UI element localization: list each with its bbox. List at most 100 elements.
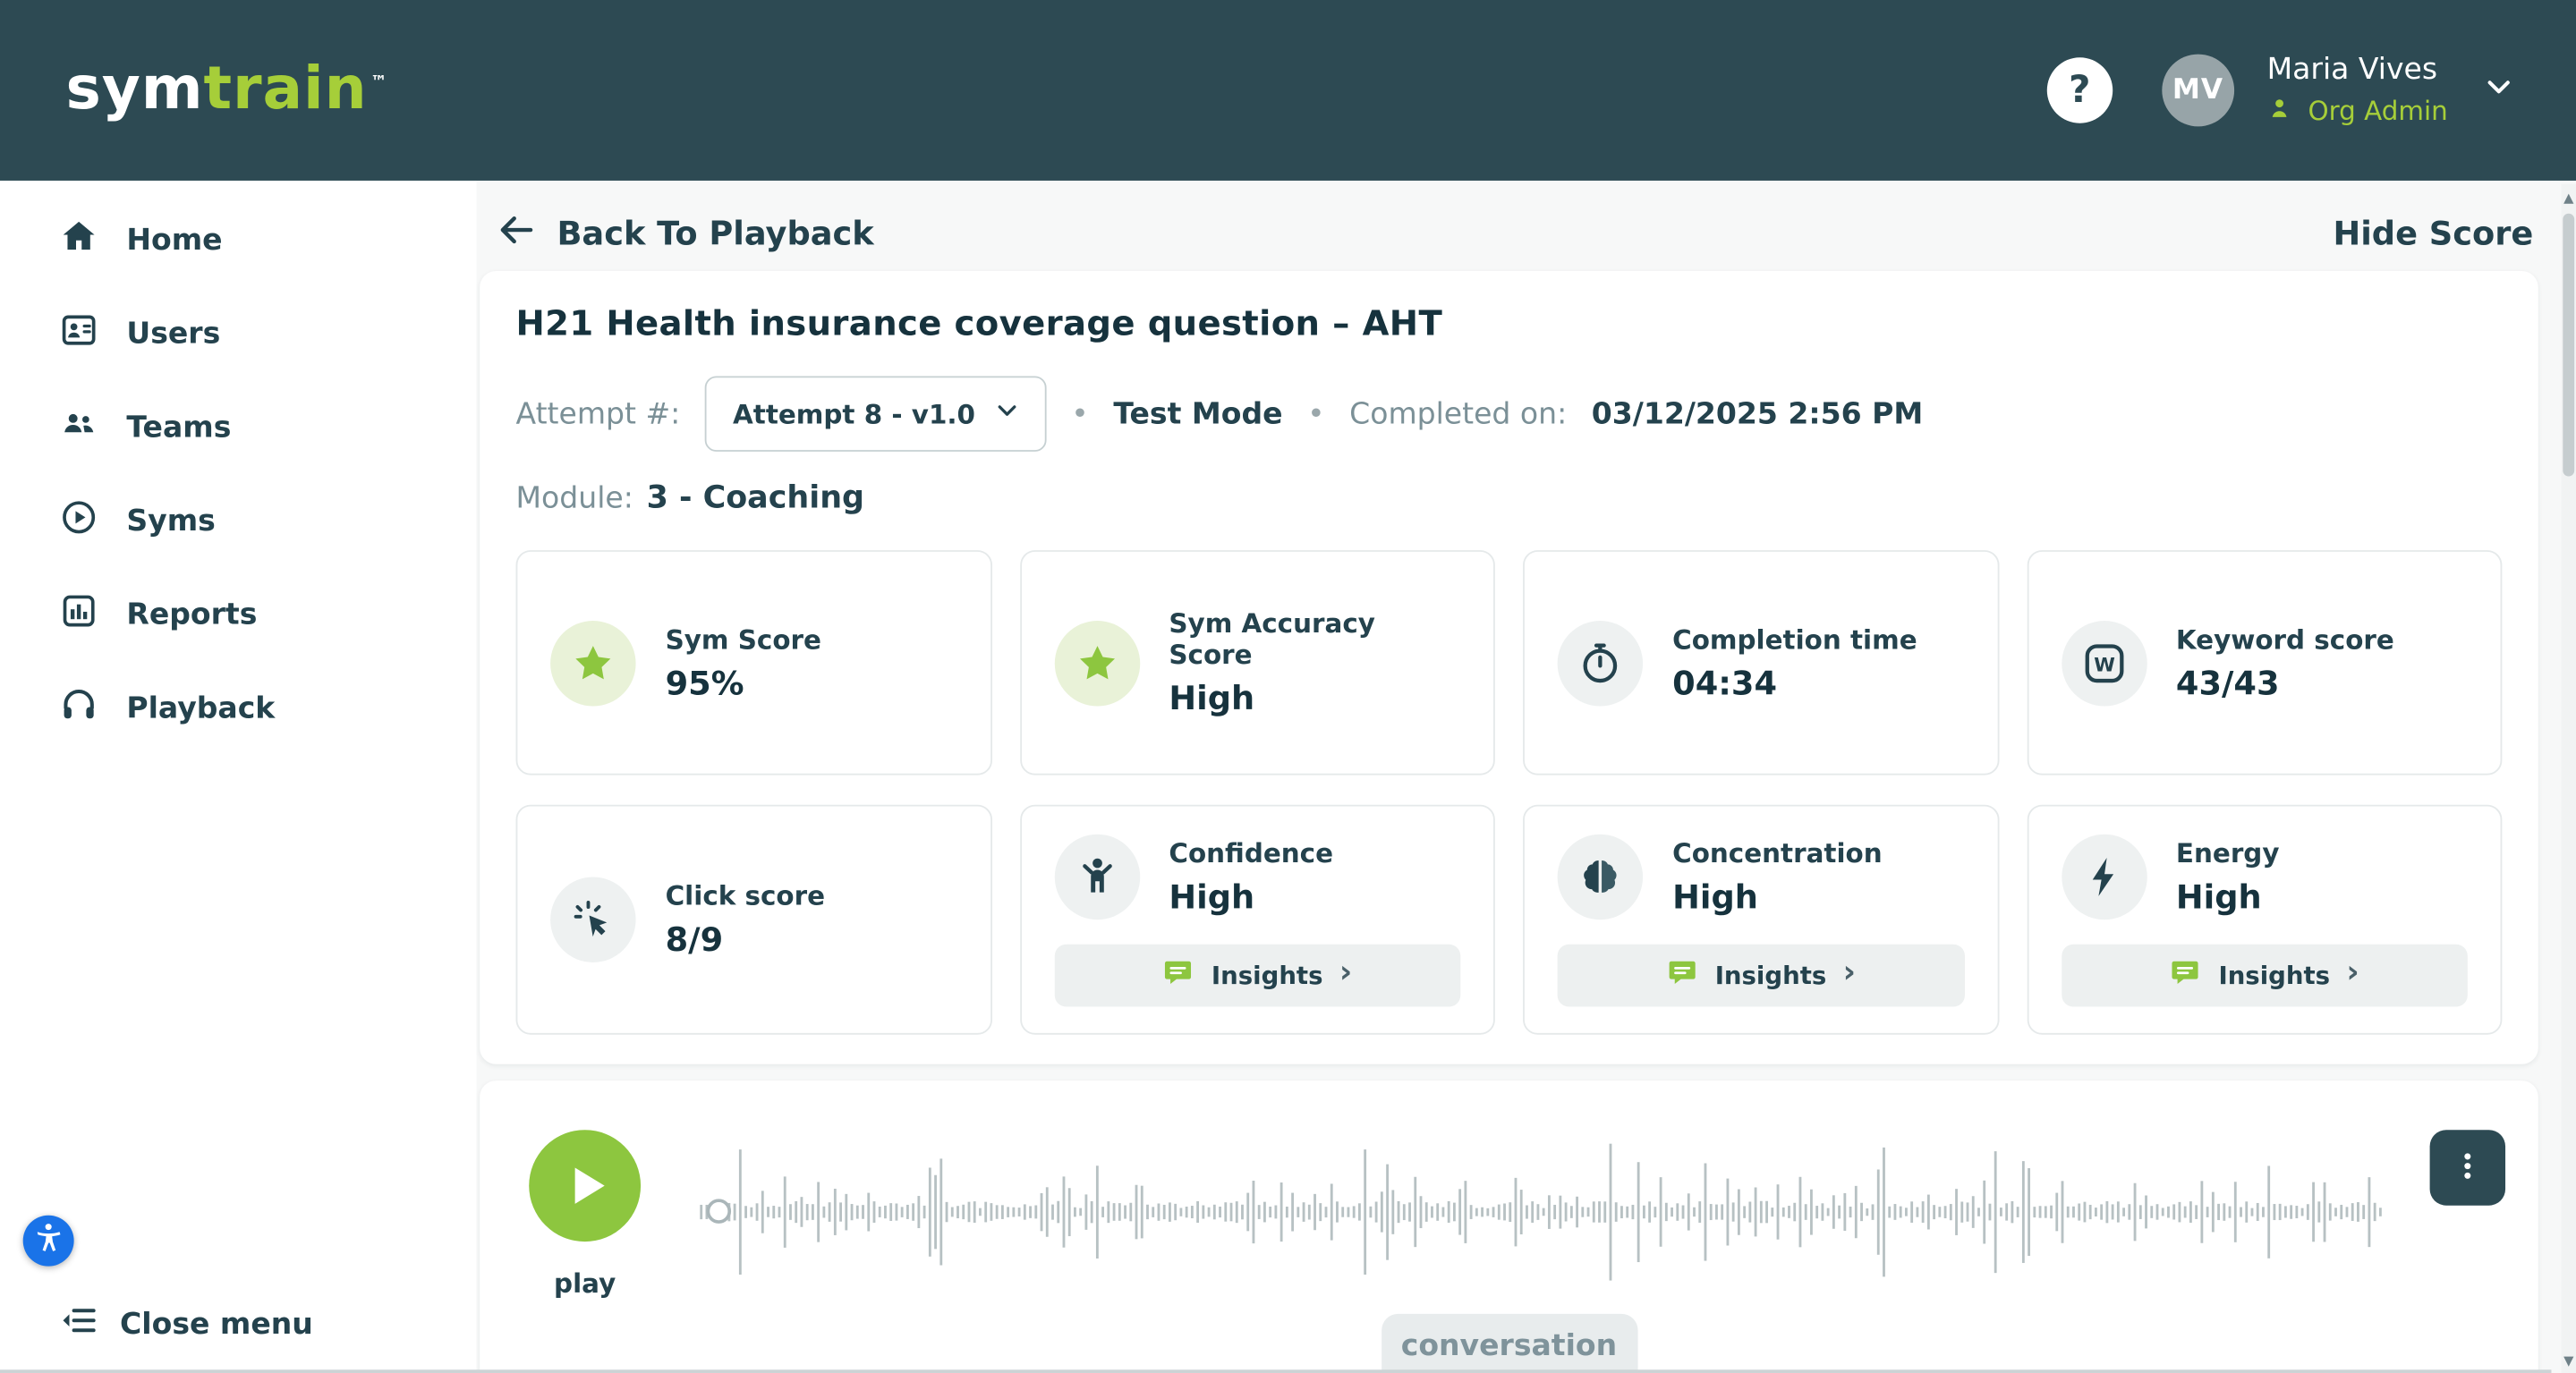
stopwatch-icon — [1557, 620, 1644, 706]
scroll-up-arrow[interactable]: ▲ — [2563, 190, 2574, 205]
scroll-down-arrow[interactable]: ▼ — [2563, 1352, 2574, 1368]
module-label: Module: — [515, 480, 633, 515]
keyword-icon: W — [2061, 620, 2147, 706]
score-card-completion-time: Completion time 04:34 — [1523, 550, 1999, 775]
org-admin-icon — [2267, 93, 2297, 129]
sidebar-item-reports[interactable]: Reports — [0, 568, 476, 662]
close-menu-label: Close menu — [120, 1307, 313, 1343]
play-label: play — [554, 1267, 616, 1300]
completed-on-label: Completed on: — [1349, 396, 1568, 431]
score-card-click-score: Click score 8/9 — [515, 804, 992, 1035]
trademark: ™ — [370, 73, 388, 92]
more-options-button[interactable] — [2429, 1130, 2506, 1206]
chat-icon — [1162, 955, 1195, 995]
sidebar-item-users[interactable]: Users — [0, 287, 476, 381]
teams-icon — [59, 404, 98, 452]
score-card-keyword-score: W Keyword score 43/43 — [2026, 550, 2503, 775]
user-menu[interactable]: Maria Vives Org Admin — [2267, 52, 2448, 129]
scrollbar-thumb[interactable] — [2563, 213, 2575, 477]
top-header: symtrain ™ ? MV Maria Vives Org Admin — [0, 0, 2576, 181]
player-row: play — [529, 1130, 2506, 1300]
main-content: Back To Playback Hide Score H21 Health i… — [476, 180, 2576, 1373]
question-mark-icon: ? — [2069, 69, 2091, 112]
play-column: play — [529, 1130, 642, 1300]
chevron-down-icon — [992, 396, 1022, 432]
attempt-row: Attempt #: Attempt 8 - v1.0 • Test Mode … — [516, 375, 2503, 453]
accessibility-button[interactable] — [22, 1215, 74, 1267]
brand-suffix: train — [203, 55, 368, 123]
home-icon — [59, 216, 98, 264]
score-card-concentration: Concentration High Insights › — [1523, 804, 1999, 1035]
vertical-dots-icon — [2451, 1148, 2484, 1186]
audio-waveform[interactable] — [697, 1138, 2387, 1285]
svg-text:W: W — [2093, 653, 2114, 675]
brand-logo[interactable]: symtrain ™ — [65, 60, 388, 120]
user-role: Org Admin — [2267, 93, 2448, 129]
collapse-menu-icon — [59, 1301, 98, 1348]
sidebar-item-home[interactable]: Home — [0, 194, 476, 288]
click-icon — [550, 877, 636, 962]
sidebar-item-playback[interactable]: Playback — [0, 662, 476, 756]
tab-conversation[interactable]: conversation — [1381, 1313, 1637, 1373]
playhead-handle[interactable] — [706, 1199, 732, 1224]
avatar-initials: MV — [2172, 73, 2223, 107]
chevron-down-icon[interactable] — [2481, 69, 2517, 112]
score-card-energy: Energy High Insights › — [2026, 804, 2503, 1035]
close-menu-button[interactable]: Close menu — [59, 1301, 313, 1348]
chevron-right-icon: › — [2346, 953, 2359, 991]
vertical-scrollbar[interactable]: ▲ ▼ — [2561, 183, 2576, 1373]
score-card-sym-accuracy-score: Sym Accuracy Score High — [1019, 550, 1495, 775]
playback-icon — [59, 685, 98, 733]
star-icon — [1053, 620, 1140, 706]
attempt-selected-value: Attempt 8 - v1.0 — [733, 398, 975, 430]
user-name: Maria Vives — [2266, 51, 2438, 87]
score-summary-card: H21 Health insurance coverage question –… — [480, 270, 2538, 1064]
sidebar-item-syms[interactable]: Syms — [0, 475, 476, 569]
page-title: H21 Health insurance coverage question –… — [515, 303, 1443, 343]
insights-button[interactable]: Insights › — [2061, 943, 2468, 1006]
star-icon — [550, 620, 636, 706]
scores-grid: Sym Score 95% Sym Accuracy Score High Co… — [515, 550, 2503, 1035]
help-button[interactable]: ? — [2046, 57, 2113, 123]
sidebar: Home Users Teams Syms Reports Playback C… — [0, 180, 477, 1373]
chevron-right-icon: › — [1842, 953, 1857, 991]
back-label: Back To Playback — [557, 213, 874, 253]
play-icon — [574, 1167, 604, 1204]
back-arrow-icon — [497, 209, 536, 257]
section-divider — [0, 1369, 2552, 1373]
toolbar: Back To Playback Hide Score — [476, 197, 2576, 269]
confidence-icon — [1053, 833, 1140, 920]
separator-dot: • — [1307, 396, 1325, 431]
attempt-label: Attempt #: — [515, 396, 681, 431]
back-to-playback-link[interactable]: Back To Playback — [497, 209, 874, 257]
chevron-right-icon: › — [1339, 953, 1353, 991]
users-icon — [59, 310, 98, 358]
insights-button[interactable]: Insights › — [1557, 943, 1965, 1006]
attempt-select[interactable]: Attempt 8 - v1.0 — [704, 376, 1047, 452]
header-actions: ? MV Maria Vives Org Admin — [2046, 52, 2517, 129]
mode-label: Test Mode — [1113, 396, 1283, 431]
module-row: Module: 3 - Coaching — [516, 479, 2503, 515]
chat-icon — [2169, 955, 2202, 995]
hide-score-link[interactable]: Hide Score — [2333, 213, 2534, 253]
brand-prefix: sym — [65, 55, 204, 123]
energy-icon — [2061, 833, 2147, 920]
insights-button[interactable]: Insights › — [1053, 943, 1461, 1006]
separator-dot: • — [1071, 396, 1089, 431]
syms-icon — [59, 497, 98, 545]
brain-icon — [1557, 833, 1644, 920]
module-value: 3 - Coaching — [646, 479, 865, 516]
sidebar-item-teams[interactable]: Teams — [0, 381, 476, 475]
playback-player-card: play conversation — [480, 1081, 2538, 1373]
completed-on-value: 03/12/2025 2:56 PM — [1591, 396, 1924, 431]
user-role-label: Org Admin — [2308, 95, 2448, 127]
play-button[interactable] — [529, 1130, 642, 1242]
reports-icon — [59, 591, 98, 639]
score-card-confidence: Confidence High Insights › — [1019, 804, 1495, 1035]
chat-icon — [1666, 955, 1699, 995]
avatar[interactable]: MV — [2162, 54, 2234, 127]
score-card-sym-score: Sym Score 95% — [515, 550, 992, 775]
accessibility-icon — [31, 1220, 66, 1261]
sidebar-nav: Home Users Teams Syms Reports Playback — [0, 194, 476, 756]
